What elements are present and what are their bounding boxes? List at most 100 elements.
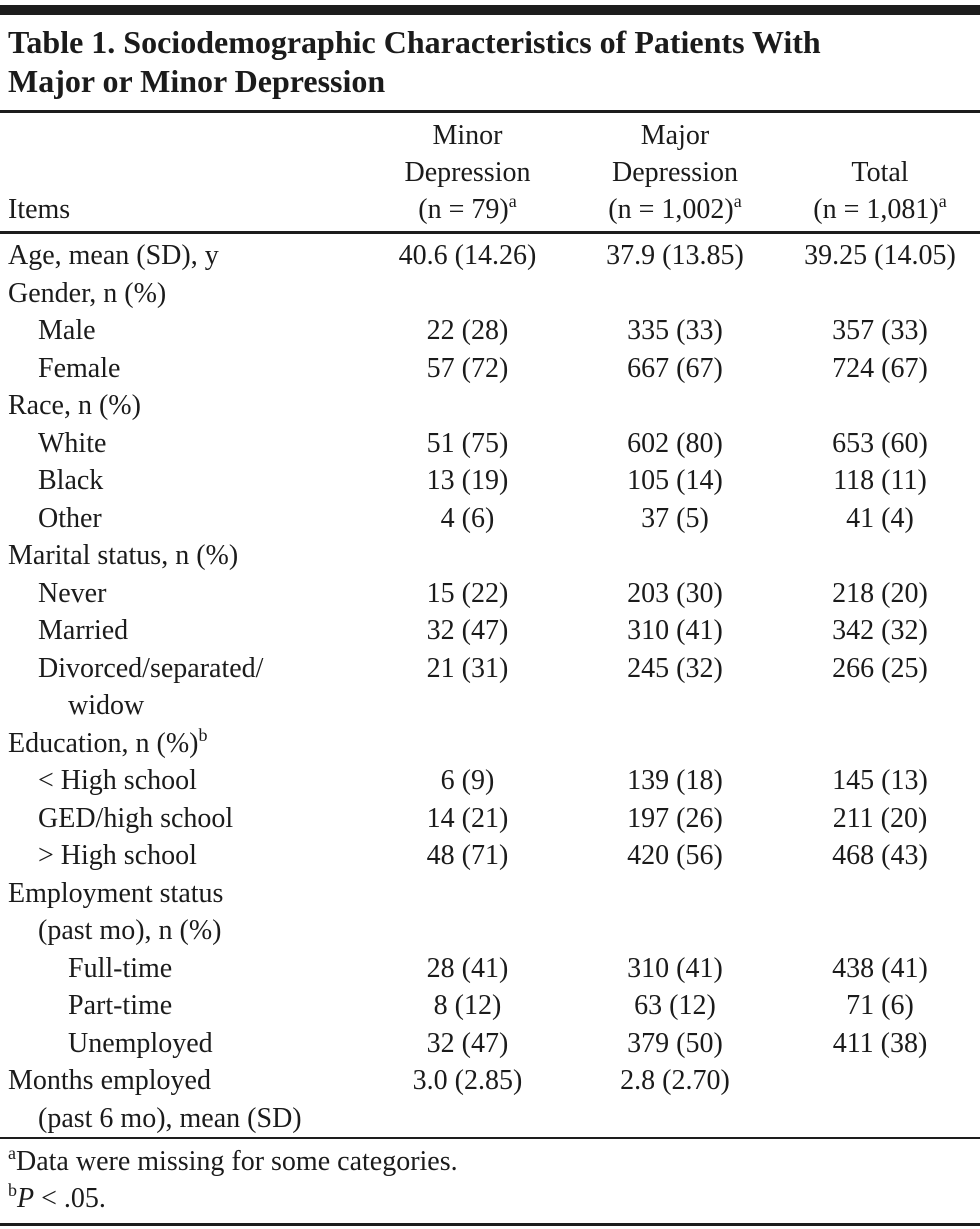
cell-major: 139 (18) (627, 765, 723, 796)
cell-major: 63 (12) (634, 990, 716, 1021)
table-row: widow (0, 687, 980, 725)
table-row: Age, mean (SD), y 40.6 (14.26) 37.9 (13.85… (0, 233, 980, 275)
cell-major: 197 (26) (627, 802, 723, 834)
footnote-marker-a: a (938, 191, 947, 211)
table-row: Never 15 (22) 203 (30) 218 (20) (0, 575, 980, 613)
table-row: GED/high school 14 (21) 197 (26) 211 (20) (0, 800, 980, 838)
cell-minor: 22 (28) (426, 315, 509, 346)
footnote-marker-a: a (508, 191, 517, 211)
row-label: Months employed (8, 1065, 211, 1096)
col-header-line: Total (851, 157, 909, 188)
cell-minor: 14 (21) (426, 802, 509, 834)
cell-major: 335 (33) (627, 315, 723, 346)
col-header-line: Major (640, 120, 710, 151)
cell-minor (365, 1100, 570, 1138)
col-header-line: Depression (404, 157, 531, 188)
footnote-a: aData were missing for some categories. (8, 1143, 972, 1180)
table-row: Unemployed 32 (47) 379 (50) 411 (38) (0, 1025, 980, 1063)
cell-total (780, 537, 980, 575)
row-label: Part-time (68, 990, 173, 1021)
table-row: Full-time 28 (41) 310 (41) 438 (41) (0, 950, 980, 988)
cell-minor: 28 (41) (426, 952, 509, 984)
cell-minor (365, 387, 570, 425)
col-header-line: (n = 1,002)a (570, 191, 780, 228)
row-label: Education, n (%)b (8, 724, 208, 759)
cell-total: 357 (33) (832, 315, 928, 346)
table-row: Marital status, n (%) (0, 537, 980, 575)
table-row: Employment status (0, 875, 980, 913)
cell-total: 411 (38) (832, 1027, 928, 1059)
col-header-items: Items (0, 113, 365, 234)
cell-total: 39.25 (14.05) (804, 240, 956, 271)
footnote-a-text: Data were missing for some categories. (16, 1146, 458, 1177)
cell-minor (365, 687, 570, 725)
cell-minor (365, 875, 570, 913)
footnote-marker-a: a (8, 1143, 16, 1163)
footnote-marker-b: b (8, 1180, 17, 1200)
cell-total: 41 (4) (846, 502, 914, 534)
row-label: Age, mean (SD), y (8, 240, 219, 271)
row-label: (past mo), n (%) (38, 915, 222, 946)
cell-minor (365, 537, 570, 575)
footnote-marker-b: b (198, 724, 208, 745)
cell-minor: 3.0 (2.85) (412, 1065, 523, 1096)
table-row: Race, n (%) (0, 387, 980, 425)
col-header-n: (n = 79) (418, 194, 509, 225)
cell-minor: 6 (9) (440, 765, 495, 796)
cell-total: 438 (41) (832, 952, 928, 984)
col-header-n: (n = 1,002) (608, 194, 734, 225)
row-label: > High school (38, 840, 197, 871)
table-title-line-1: Table 1. Sociodemographic Characteristic… (8, 24, 821, 60)
cell-minor: 8 (12) (433, 990, 502, 1021)
row-label: Never (38, 577, 107, 609)
cell-major (570, 687, 780, 725)
table-row: Divorced/separated/21 (31) 245 (32) 266 (2… (0, 650, 980, 688)
row-label: Other (38, 502, 102, 534)
cell-major (570, 875, 780, 913)
table-row: Black 13 (19) 105 (14) 118 (11) (0, 462, 980, 500)
row-label: White (38, 427, 107, 459)
row-label: Divorced/separated/ (38, 652, 264, 684)
table-row: (past mo), n (%) (0, 912, 980, 950)
row-label: Full-time (68, 952, 173, 984)
cell-major: 203 (30) (627, 577, 723, 609)
cell-total (780, 387, 980, 425)
table-row: Male 22 (28) 335 (33) 357 (33) (0, 312, 980, 350)
table-row: > High school 48 (71) 420 (56) 468 (43) (0, 837, 980, 875)
table-row: Months employed 3.0 (2.85) 2.8 (2.70) (0, 1062, 980, 1100)
cell-total (780, 275, 980, 313)
cell-minor: 21 (31) (426, 652, 509, 684)
footnote-b: bP < .05. (8, 1180, 972, 1217)
row-label: Female (38, 352, 121, 384)
row-label: Male (38, 315, 96, 346)
table-title-line-2: Major or Minor Depression (8, 63, 386, 99)
cell-minor: 15 (22) (426, 577, 509, 609)
row-label: widow (68, 690, 145, 721)
table-row: Part-time 8 (12) 63 (12) 71 (6) (0, 987, 980, 1025)
row-label: Race, n (%) (8, 390, 141, 421)
table-row: Other 4 (6) 37 (5) 41 (4) (0, 500, 980, 538)
cell-major: 105 (14) (627, 465, 723, 496)
cell-major: 310 (41) (627, 952, 723, 984)
cell-total: 653 (60) (832, 427, 928, 459)
cell-minor: 51 (75) (426, 427, 509, 459)
cell-major (570, 912, 780, 950)
cell-major (570, 387, 780, 425)
table-row: < High school 6 (9) 139 (18) 145 (13) (0, 762, 980, 800)
cell-major: 602 (80) (627, 427, 723, 459)
cell-total (780, 912, 980, 950)
table-header: Items Minor Depression (n = 79)a Major D… (0, 113, 980, 234)
cell-total (780, 875, 980, 913)
cell-major: 245 (32) (627, 652, 723, 684)
cell-minor: 32 (47) (426, 1027, 509, 1059)
cell-major: 2.8 (2.70) (620, 1065, 730, 1096)
cell-major (570, 275, 780, 313)
cell-total: 218 (20) (832, 577, 928, 609)
cell-major: 37 (5) (641, 502, 709, 534)
table-row: Education, n (%)b (0, 725, 980, 763)
cell-minor (365, 725, 570, 763)
footnote-rule (0, 1137, 980, 1139)
cell-total (780, 687, 980, 725)
cell-minor: 40.6 (14.26) (398, 240, 537, 271)
row-label: Black (38, 465, 104, 496)
